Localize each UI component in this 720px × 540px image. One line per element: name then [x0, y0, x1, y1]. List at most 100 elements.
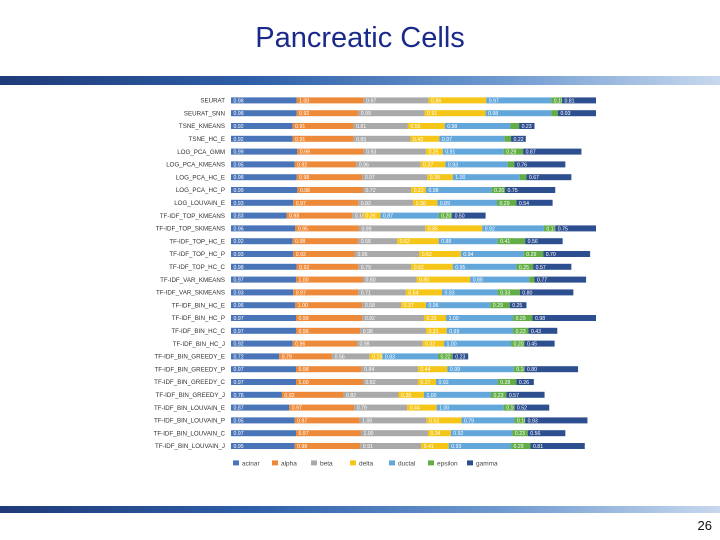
data-label: 0.93 — [451, 444, 461, 450]
data-label: 0.34 — [430, 431, 440, 437]
bar-segment-beta — [360, 443, 422, 449]
data-label: 0.19 — [372, 354, 382, 360]
data-label: 0.99 — [298, 316, 308, 322]
bar-segment-acinar — [231, 302, 296, 309]
bar-segment-acinar — [231, 404, 290, 411]
data-label: 0.16 — [517, 418, 527, 424]
data-label: 0.85 — [356, 137, 366, 143]
data-label: 0.20 — [514, 342, 524, 348]
data-label: 0.98 — [488, 111, 498, 117]
data-label: 0.45 — [527, 342, 537, 348]
data-label: 0.98 — [359, 342, 369, 348]
data-label: 0.97 — [234, 316, 244, 322]
data-label: 0.99 — [449, 329, 459, 335]
data-label: 1.00 — [298, 380, 308, 386]
bar-segment-ductal — [450, 430, 513, 437]
bar-segment-gamma — [514, 404, 550, 411]
data-label: 1.00 — [298, 303, 308, 309]
bar-segment-alpha — [293, 199, 359, 206]
data-label: 0.88 — [473, 278, 483, 284]
bar-segment-ductal — [425, 187, 492, 193]
bar-segment-acinar — [231, 340, 293, 347]
data-label: 0.89 — [440, 201, 450, 207]
bar-segment-ductal — [439, 135, 505, 142]
category-label: LOG_PCA_GMM — [177, 149, 225, 156]
bar-segment-delta — [398, 391, 424, 398]
data-label: 0.79 — [464, 418, 474, 424]
bar-segment-epsilon — [511, 340, 525, 347]
bar-segment-ductal — [460, 251, 524, 257]
category-label: TF-IDF_BIN_HC_C — [171, 328, 225, 335]
data-label: 0.87 — [526, 150, 536, 156]
data-label: 0.95 — [298, 226, 308, 232]
data-label: 0.43 — [413, 137, 423, 143]
data-label: 0.22 — [514, 137, 524, 143]
bar-segment-alpha — [295, 276, 363, 283]
bar-segment-beta — [358, 289, 406, 296]
data-label: 0.83 — [234, 214, 244, 220]
bar-segment-delta — [405, 289, 443, 296]
bar-segment-alpha — [279, 353, 333, 360]
bar-segment-beta — [353, 123, 408, 129]
bar-segment-acinar — [231, 263, 297, 270]
bar-segment-beta — [359, 417, 427, 424]
data-label: 0.96 — [234, 303, 244, 309]
data-label: 0.98 — [300, 188, 310, 194]
bar-segment-acinar — [231, 430, 296, 437]
data-label: 0.38 — [401, 393, 411, 399]
bar-segment-beta — [356, 161, 421, 168]
bar-segment-ductal — [452, 263, 517, 270]
data-label: 0.97 — [442, 137, 452, 143]
data-label: 0.92 — [297, 162, 307, 168]
legend-swatch-alpha — [272, 460, 278, 466]
data-label: 0.80 — [419, 278, 429, 284]
bar-segment-gamma — [505, 187, 556, 193]
bar-segment-gamma — [527, 430, 566, 437]
data-label: 0.87 — [383, 214, 393, 220]
data-label: 0.29 — [516, 316, 526, 322]
data-label: 0.96 — [234, 226, 244, 232]
bar-segment-alpha — [294, 443, 361, 449]
bar-segment-gamma — [519, 123, 535, 129]
data-label: 0.50 — [455, 214, 465, 220]
data-label: 0.29 — [526, 252, 536, 258]
data-label: 0.93 — [366, 150, 376, 156]
bar-segment-delta — [410, 135, 440, 142]
bar-segment-acinar — [231, 353, 280, 360]
data-label: 0.79 — [282, 354, 292, 360]
data-label: 0.97 — [297, 418, 307, 424]
data-label: 0.92 — [439, 380, 449, 386]
bar-segment-gamma — [516, 379, 534, 385]
bar-segment-gamma — [525, 238, 563, 245]
legend-swatch-ductal — [389, 460, 395, 466]
bar-segment-ductal — [452, 174, 520, 181]
data-label: 0.22 — [414, 188, 424, 194]
data-label: 0.96 — [359, 162, 369, 168]
data-label: 0.38 — [430, 175, 440, 181]
data-label: 0.98 — [234, 175, 244, 181]
bar-segment-delta — [397, 238, 439, 245]
bar-segment-alpha — [292, 340, 357, 347]
bar-segment-alpha — [295, 315, 363, 321]
data-label: 0.99 — [234, 188, 244, 194]
bar-segment-acinar — [231, 174, 297, 181]
data-label: 1.00 — [439, 406, 449, 412]
bar-segment-acinar — [231, 315, 296, 321]
bar-segment-ductal — [485, 110, 552, 117]
bar-segment-acinar — [231, 417, 295, 424]
bar-segment-alpha — [294, 417, 360, 424]
bar-segment-epsilon — [529, 276, 535, 283]
data-label: 0.54 — [408, 290, 418, 296]
bar-segment-delta — [426, 417, 462, 424]
data-label: 0.62 — [422, 252, 432, 258]
bar-segment-delta — [407, 404, 437, 411]
bar-segment-acinar — [231, 148, 298, 155]
data-label: 0.41 — [500, 239, 510, 245]
data-label: 0.67 — [529, 175, 539, 181]
data-label: 0.98 — [234, 111, 244, 117]
data-label: 0.91 — [427, 111, 437, 117]
data-label: 0.91 — [295, 137, 305, 143]
category-label: TF-IDF_BIN_LOUVAIN_J — [155, 443, 225, 450]
data-label: 0.80 — [522, 290, 532, 296]
bar-segment-alpha — [293, 289, 359, 296]
